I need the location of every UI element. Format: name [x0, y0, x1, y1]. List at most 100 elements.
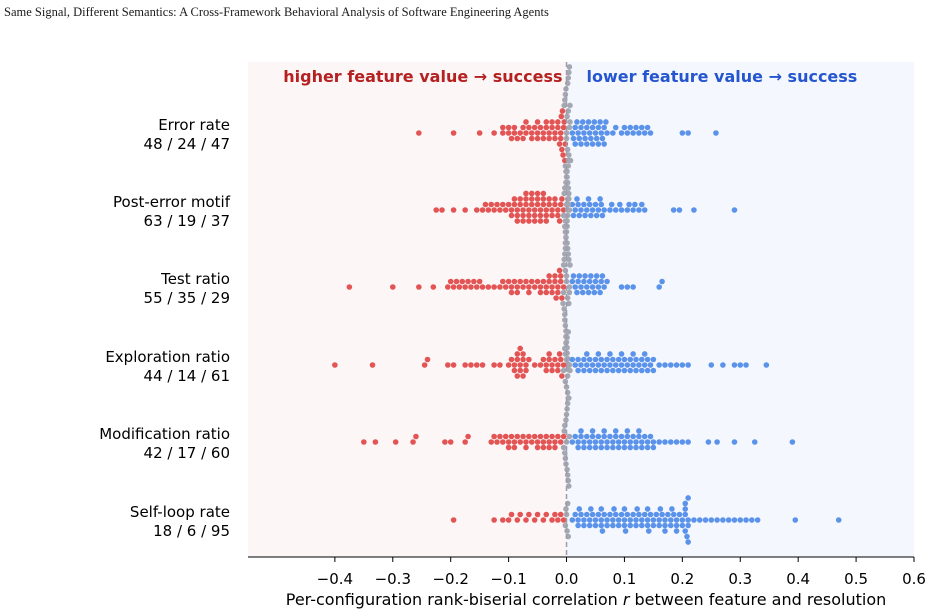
dot-positive: [543, 433, 550, 440]
dot-positive: [537, 433, 544, 440]
dot-positive: [549, 367, 555, 374]
dot-negative: [601, 433, 607, 440]
dot-positive: [540, 135, 547, 142]
dot-negative: [608, 201, 615, 208]
dot-negative: [601, 511, 607, 518]
dot-positive: [556, 351, 563, 357]
dot-negative: [581, 444, 587, 451]
dot-positive: [556, 267, 563, 274]
dot-positive: [520, 284, 526, 290]
dot-positive: [471, 278, 477, 285]
dot-negative: [641, 130, 648, 136]
dot-positive: [534, 439, 541, 445]
dot-positive: [552, 135, 558, 142]
dot-negative: [610, 522, 616, 529]
dot-positive: [514, 373, 521, 379]
dot-positive: [553, 295, 559, 301]
dot-positive: [488, 201, 495, 208]
dot-negative: [575, 517, 581, 523]
dot-negative: [601, 207, 607, 213]
dot-negative: [601, 141, 607, 147]
x-tick-label: 0.2: [670, 570, 694, 588]
dot-positive: [523, 201, 529, 208]
x-tick-label: −0.2: [432, 570, 468, 588]
dot-negative: [650, 522, 657, 529]
dot-positive: [534, 278, 541, 285]
dot-negative: [607, 207, 613, 213]
dot-positive: [450, 517, 457, 523]
dot-negative: [588, 212, 594, 219]
dot-negative: [570, 135, 577, 142]
dot-negative: [673, 528, 680, 534]
dot-negative: [575, 522, 581, 529]
dot-positive: [556, 141, 563, 147]
dot-negative: [618, 511, 625, 518]
dot-negative: [647, 130, 654, 136]
dot-negative: [656, 284, 662, 290]
dot-positive: [520, 218, 526, 224]
dot-positive: [534, 190, 541, 197]
dot-neutral: [561, 428, 568, 434]
dot-positive: [517, 345, 523, 352]
dot-positive: [491, 433, 497, 440]
dot-negative: [612, 428, 619, 434]
dot-neutral: [564, 466, 570, 473]
dot-negative: [583, 511, 590, 518]
dot-positive: [517, 201, 523, 208]
dot-negative: [751, 439, 758, 445]
dot-positive: [558, 113, 565, 120]
dot-positive: [557, 356, 564, 363]
x-axis-ticks: −0.4 −0.3 −0.2 −0.1 0.0 0.1 0.2 0.3 0.4 0.5 0.6: [317, 557, 926, 588]
dot-neutral: [566, 483, 572, 489]
left-region-background: [248, 62, 567, 557]
dot-negative: [583, 362, 590, 368]
dot-positive: [531, 517, 538, 523]
dot-negative: [618, 362, 625, 368]
dot-negative: [682, 511, 689, 518]
dot-negative: [679, 522, 686, 529]
dot-positive: [552, 273, 558, 279]
dot-negative: [589, 141, 596, 147]
dot-positive: [482, 201, 489, 208]
dot-positive: [462, 207, 468, 213]
dot-negative: [578, 207, 584, 213]
dot-positive: [555, 362, 561, 368]
dot-negative: [582, 135, 588, 142]
dot-positive: [555, 212, 561, 219]
dot-negative: [720, 517, 726, 523]
dot-negative: [630, 207, 636, 213]
dot-positive: [562, 141, 569, 147]
dot-negative: [627, 367, 634, 374]
dot-neutral: [566, 69, 572, 76]
dot-positive: [526, 207, 532, 213]
dot-negative: [581, 201, 587, 208]
category-name: Modification ratio: [99, 425, 230, 443]
dot-negative: [650, 517, 657, 523]
dot-positive: [543, 284, 550, 290]
dot-positive: [491, 284, 497, 290]
dot-negative: [595, 511, 602, 518]
dot-negative: [662, 517, 668, 523]
dot-neutral: [563, 130, 570, 136]
dot-positive: [528, 439, 535, 445]
dot-negative: [670, 207, 677, 213]
dot-negative: [588, 506, 594, 512]
dot-negative: [647, 511, 654, 518]
dot-negative: [607, 511, 613, 518]
dot-neutral: [563, 273, 570, 279]
dot-negative: [624, 433, 631, 440]
dot-negative: [630, 130, 636, 136]
dot-negative: [644, 367, 651, 374]
dot-negative: [630, 351, 636, 357]
dot-negative: [731, 207, 738, 213]
dot-neutral: [567, 119, 573, 125]
dot-negative: [622, 528, 629, 534]
dot-positive: [433, 207, 440, 213]
dot-negative: [691, 207, 697, 213]
dot-positive: [465, 433, 471, 440]
dot-positive: [479, 207, 486, 213]
dot-negative: [621, 439, 628, 445]
dot-negative: [588, 273, 594, 279]
dot-negative: [592, 201, 599, 208]
dot-negative: [644, 517, 651, 523]
